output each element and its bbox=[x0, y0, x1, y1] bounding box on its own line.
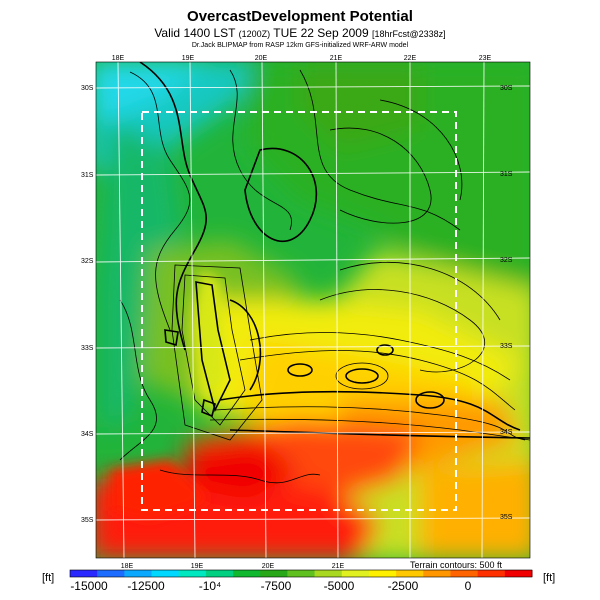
lat-label-left: 35S bbox=[81, 517, 94, 524]
colorbar-tick-label: -7500 bbox=[261, 579, 292, 593]
colorbar-frame bbox=[69, 569, 533, 578]
forecast-info: [18hrFcst@2338z] bbox=[372, 29, 446, 39]
colorbar-swatch bbox=[450, 570, 479, 577]
lat-label-left: 34S bbox=[81, 431, 94, 438]
colorbar-swatch bbox=[341, 570, 370, 577]
colorbar-swatch bbox=[124, 570, 153, 577]
valid-time-line: Valid 1400 LST (1200Z) TUE 22 Sep 2009 [… bbox=[0, 26, 600, 40]
lon-label-bottom: 21E bbox=[332, 563, 345, 570]
unit-right: [ft] bbox=[543, 572, 556, 584]
colorbar-tick-label: 0 bbox=[465, 579, 472, 593]
lat-label-right: 32S bbox=[500, 257, 513, 264]
colorbar-tick-label: -5000 bbox=[324, 579, 355, 593]
terrain-contours bbox=[119, 62, 530, 484]
model-subtitle: Dr.Jack BLIPMAP from RASP 12km GFS-initi… bbox=[191, 42, 409, 49]
colorbar-tick-label: -2500 bbox=[388, 579, 419, 593]
colorbar-swatch bbox=[477, 570, 506, 577]
map-border bbox=[95, 61, 531, 559]
lat-label-left: 33S bbox=[81, 345, 94, 352]
coordinate-labels: 18E 19E 20E 21E 22E 23E 18E 19E 20E 21E 30S 31S 32S 3… bbox=[81, 55, 513, 570]
lat-label-left: 32S bbox=[81, 258, 94, 265]
colorbar-swatch bbox=[504, 570, 533, 577]
colorbar-swatch bbox=[396, 570, 424, 577]
lat-label-right: 30S bbox=[500, 85, 513, 92]
colorbar-swatch bbox=[287, 570, 316, 577]
lon-label-top: 22E bbox=[404, 55, 417, 62]
lon-label-top: 20E bbox=[255, 55, 268, 62]
terrain-note: Terrain contours: 500 ft bbox=[410, 560, 503, 570]
lon-label-bottom: 19E bbox=[191, 563, 204, 570]
potential-field bbox=[96, 62, 530, 558]
colorbar-swatch bbox=[151, 570, 180, 577]
lat-label-right: 34S bbox=[500, 429, 513, 436]
lat-label-left: 31S bbox=[81, 172, 94, 179]
colorbar-ticks: -15000 -12500 -10⁴ -7500 -5000 -2500 0 bbox=[70, 579, 471, 593]
lat-label-left: 30S bbox=[81, 85, 94, 92]
colorbar-swatch bbox=[260, 570, 288, 577]
lat-label-right: 35S bbox=[500, 514, 513, 521]
chart-title: OvercastDevelopment Potential bbox=[187, 8, 413, 25]
lat-label-right: 31S bbox=[500, 171, 513, 178]
valid-code: (1200Z) bbox=[238, 29, 271, 39]
lon-label-top: 21E bbox=[330, 55, 343, 62]
domain-boundary bbox=[141, 111, 457, 511]
colorbar-swatch bbox=[205, 570, 234, 577]
valid-date: TUE 22 Sep 2009 bbox=[273, 26, 369, 40]
colorbar-tick-label: -15000 bbox=[70, 579, 108, 593]
colorbar-tick-label: -12500 bbox=[127, 579, 165, 593]
lon-label-bottom: 18E bbox=[121, 563, 134, 570]
colorbar-swatch bbox=[423, 570, 451, 577]
colorbar-swatch bbox=[178, 570, 207, 577]
colorbar-swatch bbox=[314, 570, 343, 577]
valid-prefix: Valid 1400 LST bbox=[154, 26, 236, 40]
lon-label-top: 23E bbox=[479, 55, 492, 62]
colorbar-swatch bbox=[368, 570, 397, 577]
colorbar-swatch bbox=[97, 570, 125, 577]
colorbar bbox=[69, 569, 533, 578]
lat-lon-grid bbox=[96, 62, 530, 558]
lat-label-right: 33S bbox=[500, 343, 513, 350]
unit-left: [ft] bbox=[42, 572, 55, 584]
lon-label-bottom: 20E bbox=[262, 563, 275, 570]
lon-label-top: 18E bbox=[112, 55, 125, 62]
colorbar-tick-label: -10⁴ bbox=[199, 579, 222, 593]
colorbar-swatch bbox=[233, 570, 261, 577]
colorbar-swatch bbox=[70, 570, 98, 577]
lon-label-top: 19E bbox=[182, 55, 195, 62]
